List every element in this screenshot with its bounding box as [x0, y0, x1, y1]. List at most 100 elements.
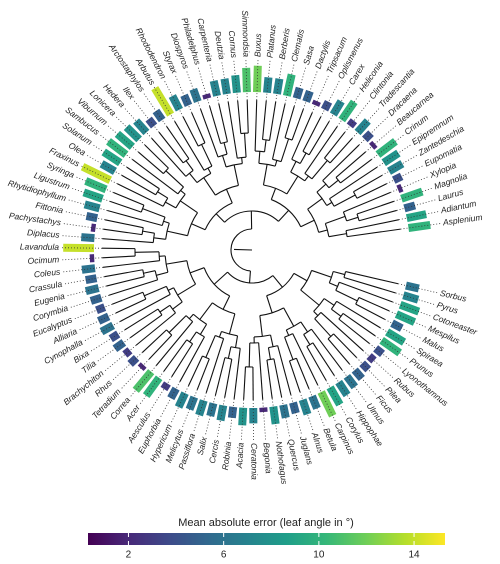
branch-arc — [224, 210, 279, 223]
branch — [107, 209, 163, 227]
branch — [266, 295, 273, 314]
leader — [153, 86, 176, 122]
leader — [112, 352, 143, 381]
branch — [316, 183, 327, 193]
leader — [311, 74, 330, 113]
error-bar — [390, 319, 404, 332]
leader — [120, 358, 150, 390]
branch — [119, 293, 171, 323]
error-bar — [185, 395, 199, 411]
branch — [246, 100, 249, 134]
branch — [322, 144, 360, 182]
leader — [381, 154, 418, 176]
error-bar — [269, 406, 280, 425]
branch — [320, 312, 364, 352]
colorbar-tick-label: 14 — [408, 550, 420, 561]
branch — [179, 200, 198, 214]
leader — [271, 398, 279, 440]
error-bar — [231, 74, 241, 94]
branch — [295, 358, 310, 389]
branch — [358, 296, 390, 312]
branch — [199, 323, 208, 335]
branch — [241, 157, 243, 164]
leader — [398, 283, 439, 294]
branch — [271, 103, 286, 160]
branch — [292, 333, 319, 386]
branch — [283, 307, 295, 327]
branch — [109, 200, 142, 213]
branch-arc — [338, 313, 344, 320]
branch — [156, 271, 169, 276]
branch — [142, 230, 155, 234]
error-bar — [180, 93, 193, 107]
branch — [227, 346, 232, 359]
leader — [133, 99, 160, 133]
branch — [258, 151, 261, 164]
branch — [157, 191, 169, 199]
error-bar — [160, 381, 171, 392]
error-bar — [89, 254, 95, 263]
error-bar — [292, 86, 304, 100]
branch — [148, 334, 173, 360]
leader — [115, 116, 146, 146]
branch — [323, 298, 335, 306]
branch — [331, 308, 342, 317]
branch — [263, 139, 267, 152]
branch — [182, 116, 199, 147]
branch — [144, 144, 169, 169]
taxon-label: Diplacus — [27, 227, 61, 239]
leader — [204, 395, 216, 436]
leader — [139, 371, 165, 405]
branch — [312, 342, 335, 376]
branch-arc — [185, 169, 194, 177]
branch-arc — [328, 271, 334, 284]
leader — [349, 363, 377, 396]
colorbar-title: Mean absolute error (leaf angle in °) — [178, 517, 354, 529]
error-bar — [238, 407, 248, 426]
error-bar — [405, 210, 427, 223]
branch-arc — [154, 270, 159, 281]
taxon-label: Ocimum — [27, 254, 59, 266]
branch — [307, 198, 323, 210]
branch — [103, 228, 143, 236]
branch — [207, 167, 212, 174]
branch — [278, 209, 290, 222]
branch — [335, 289, 358, 302]
branch — [343, 276, 396, 294]
branch — [333, 270, 345, 276]
leader — [299, 391, 314, 432]
branch — [266, 359, 273, 399]
branch — [191, 223, 206, 231]
leader — [181, 389, 198, 428]
branch — [346, 228, 401, 238]
leader — [265, 59, 271, 101]
error-bar — [101, 148, 123, 167]
branch — [223, 142, 228, 155]
branch — [124, 308, 159, 331]
taxon-label: Coleus — [33, 266, 61, 279]
taxon-label: Asplenium — [441, 212, 483, 228]
leader — [356, 357, 386, 388]
branch — [191, 112, 206, 144]
branch — [284, 336, 294, 360]
branch-arc — [342, 211, 348, 222]
leader — [61, 257, 103, 261]
leader — [193, 392, 207, 433]
branch — [300, 219, 315, 228]
error-bar — [308, 394, 321, 410]
branch-arc — [313, 298, 325, 312]
branch-arc — [157, 308, 163, 316]
branch — [129, 314, 163, 339]
branch — [329, 137, 353, 164]
leader — [344, 99, 371, 133]
leader — [317, 384, 336, 422]
branch — [333, 194, 356, 207]
branch — [102, 260, 160, 268]
branch-arc — [221, 330, 238, 337]
branch — [318, 229, 328, 233]
leader — [149, 376, 173, 412]
error-bar — [84, 274, 98, 285]
leader — [256, 59, 259, 101]
branch — [243, 133, 247, 158]
branch — [291, 112, 313, 160]
